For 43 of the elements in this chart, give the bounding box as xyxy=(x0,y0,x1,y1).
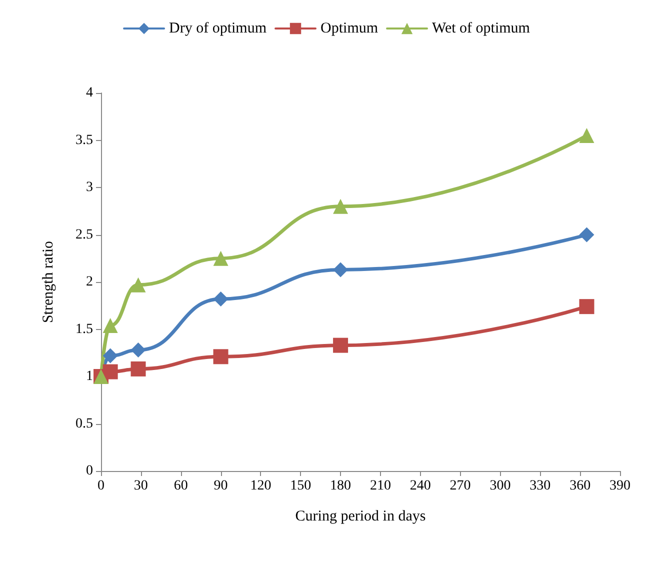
x-tick-label: 0 xyxy=(98,478,104,494)
x-tick-label: 300 xyxy=(490,478,511,494)
y-tick-label: 2 xyxy=(86,274,93,290)
x-tick-label: 330 xyxy=(530,478,551,494)
y-tick-label: 0 xyxy=(86,464,93,478)
y-tick-label: 3 xyxy=(86,180,93,195)
legend-label: Optimum xyxy=(320,20,378,36)
x-tick-label: 270 xyxy=(450,478,471,494)
x-tick-label: 60 xyxy=(174,478,188,494)
x-tick-label: 360 xyxy=(570,478,591,494)
y-tick-label: 1 xyxy=(86,369,93,384)
x-tick-label: 30 xyxy=(134,478,148,494)
point xyxy=(213,250,228,266)
legend-label: Wet of optimum xyxy=(432,20,530,36)
point xyxy=(213,349,228,364)
point xyxy=(579,128,594,144)
y-tick-label: 1.5 xyxy=(76,322,93,337)
x-tick-label: 180 xyxy=(330,478,352,494)
point xyxy=(130,342,146,358)
y-tick-label: 3.5 xyxy=(76,132,93,148)
y-axis-title: Strength ratio xyxy=(40,240,56,324)
point xyxy=(579,227,594,242)
point xyxy=(213,292,228,307)
x-tick-label: 90 xyxy=(214,478,228,494)
x-tick-label: 120 xyxy=(250,478,272,494)
point xyxy=(333,262,348,278)
x-tick-label: 240 xyxy=(410,478,431,494)
point xyxy=(130,277,146,292)
x-tick-label: 150 xyxy=(290,478,312,494)
point xyxy=(102,364,118,380)
point xyxy=(333,198,348,214)
y-tick-label: 0.5 xyxy=(76,416,93,432)
point xyxy=(102,318,118,333)
x-tick-label: 210 xyxy=(370,478,391,494)
x-tick-label: 390 xyxy=(610,478,630,494)
y-tick-label: 2.5 xyxy=(76,227,93,242)
x-axis-title: Curing period in days xyxy=(295,508,426,524)
point xyxy=(130,361,146,376)
y-tick-label: 4 xyxy=(86,86,93,100)
legend-label: Dry of optimum xyxy=(169,20,267,36)
point xyxy=(579,299,594,314)
point xyxy=(333,338,348,353)
point xyxy=(102,348,118,364)
